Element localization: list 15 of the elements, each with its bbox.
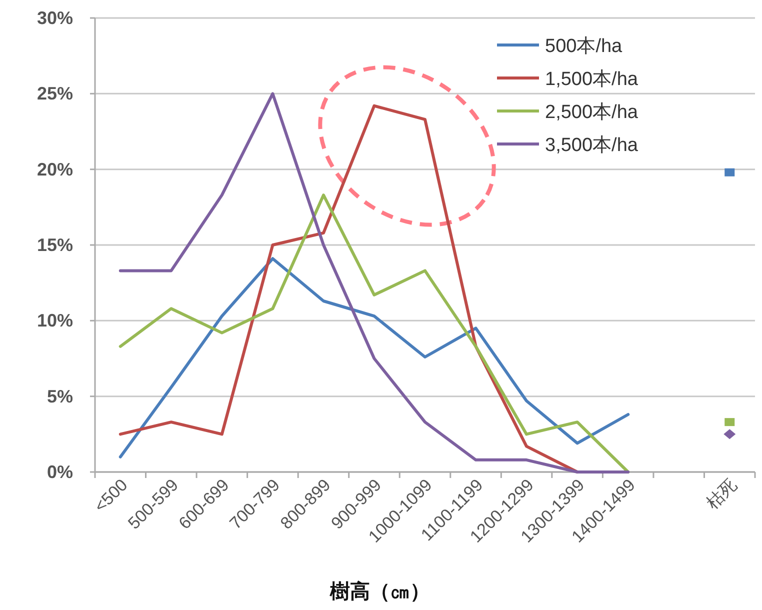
legend-label: 3,500本/ha [545, 135, 638, 156]
y-tick-label: 20% [36, 159, 73, 180]
legend-label: 500本/ha [545, 36, 623, 57]
y-tick-label: 5% [46, 386, 73, 406]
y-tick-label: 25% [36, 84, 73, 104]
line-series [118, 194, 630, 474]
y-tick-label: 30% [36, 8, 73, 28]
x-tick-label: 枯死 [702, 475, 740, 513]
y-tick-label: 0% [46, 462, 73, 482]
legend-label: 1,500本/ha [545, 69, 638, 90]
legend-label: 2,500本/ha [545, 102, 638, 123]
y-tick-label: 10% [36, 310, 73, 331]
line-series [118, 257, 630, 458]
y-tick-label: 15% [36, 235, 73, 255]
x-axis-title: 樹高（㎝） [329, 580, 430, 603]
